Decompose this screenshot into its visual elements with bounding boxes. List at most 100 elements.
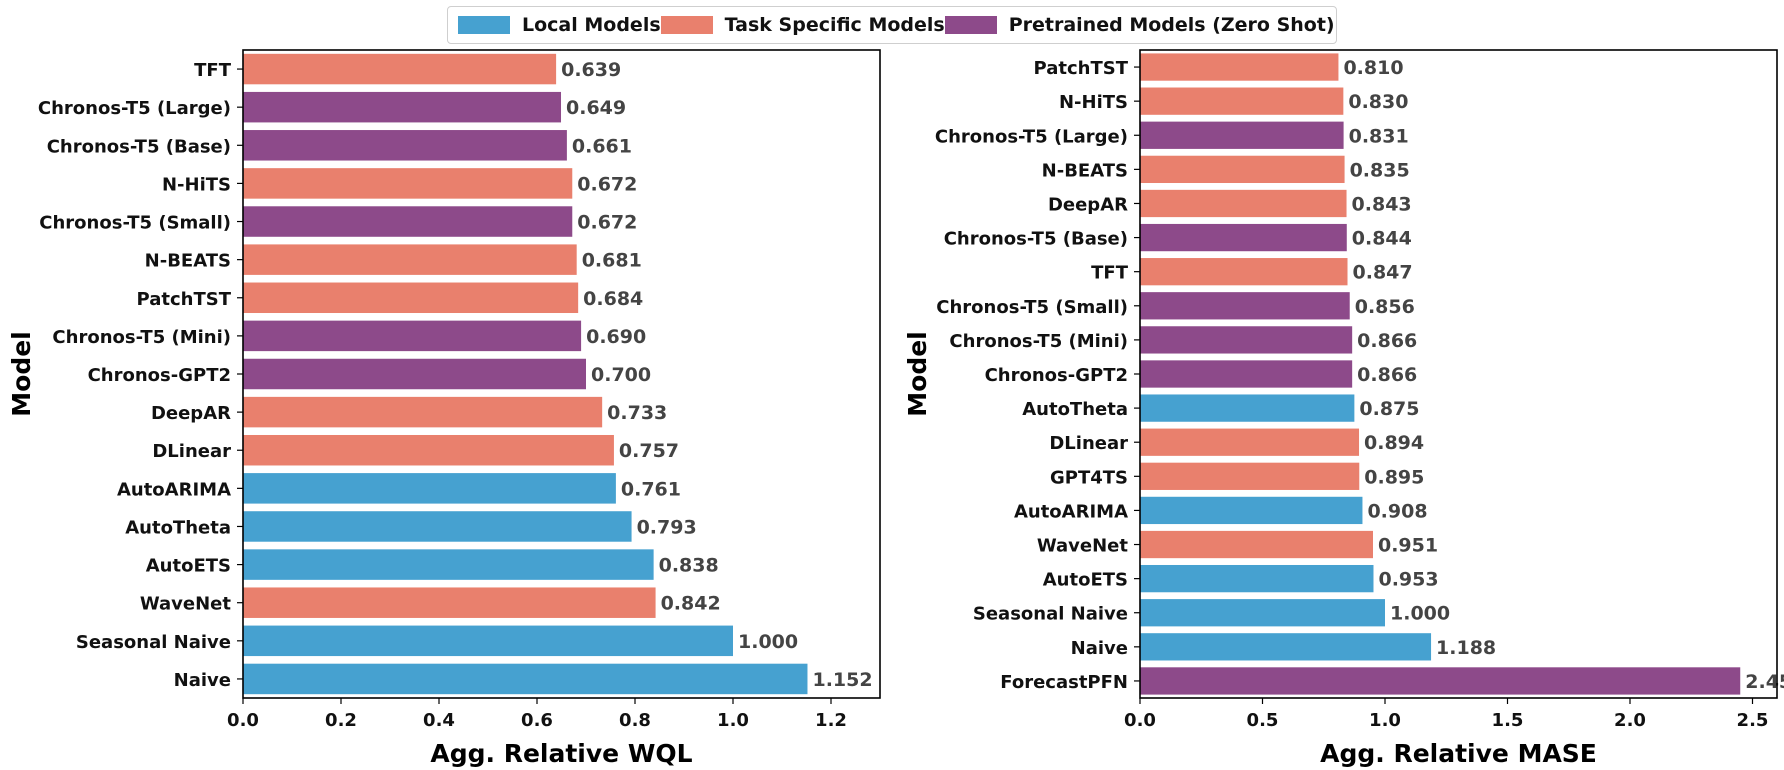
panel-1-value-label: 0.757 [619,440,679,462]
panel-2-bar-chronos-t5-small [1140,292,1350,320]
panel-2-bar-n-beats [1140,155,1345,184]
panel-1-value-label: 0.842 [661,593,721,615]
panel-1-value-label: 0.733 [607,402,667,424]
panel-2-value-label: 0.830 [1348,91,1408,113]
panel-1-xtick-label: 1.0 [717,710,749,731]
panel-2-value-label: 0.866 [1357,330,1417,352]
panel-2-category-label: Chronos-T5 (Mini) [949,331,1128,352]
panel-2-category-label: Chronos-T5 (Base) [944,229,1128,250]
panel-1-category-label: DLinear [152,441,231,462]
panel-2-category-label: DeepAR [1048,194,1128,215]
panel-1-xtick-label: 0.4 [423,710,455,731]
panel-1-category-label: AutoARIMA [117,479,231,500]
panel-2-bar-naive [1140,633,1432,661]
chart-legend: Local Models Task Specific Models Pretra… [447,6,1337,44]
panel-1-category-label: N-BEATS [145,251,231,272]
panel-2-xtick-label: 0.0 [1124,710,1156,731]
panel-1-category-label: WaveNet [140,594,232,615]
panel-2-bar-autoets [1140,564,1374,593]
panel-1-value-label: 0.761 [621,478,681,500]
panel-1-bar-naive [243,663,808,695]
panel-2-value-label: 0.895 [1364,466,1424,488]
panel-2-bar-seasonal-naive [1140,599,1385,627]
panel-1-bar-chronos-t5-small [243,206,573,237]
panel-2-xtick-label: 1.0 [1369,710,1401,731]
panel-1-category-label: Naive [174,670,231,691]
panel-1-bar-n-beats [243,244,577,275]
panel-2-bar-patchtst [1140,53,1339,81]
panel-1-category-label: Chronos-T5 (Large) [38,98,231,119]
panel-2-bar-wavenet [1140,530,1373,559]
panel-1-bar-wavenet [243,587,656,618]
panel-2-bar-chronos-gpt2 [1140,360,1353,388]
panel-2-bar-gpt4ts [1140,462,1360,490]
panel-2-bar-chronos-t5-base [1140,223,1347,252]
panel-1-value-label: 0.672 [577,173,637,195]
panel-2-bar-dlinear [1140,428,1360,456]
panel-2-value-label: 2.450 [1745,671,1784,693]
panel-2-category-label: N-BEATS [1042,160,1128,181]
panel-1-value-label: 0.793 [637,516,697,538]
panel-2-value-label: 1.188 [1436,637,1496,659]
panel-1-bar-seasonal-naive [243,625,733,657]
panel-2-category-label: Chronos-T5 (Large) [935,126,1128,147]
panel-2-value-label: 0.847 [1353,262,1413,284]
panel-1-bar-autoets [243,549,654,580]
panel-1-value-label: 0.700 [591,364,651,386]
panel-2-bar-deepar [1140,189,1347,218]
panel-1-bar-tft [243,53,557,85]
panel-2-value-label: 0.810 [1343,57,1403,79]
panel-2-value-label: 1.000 [1390,603,1450,625]
panel-1-category-label: TFT [194,60,232,81]
panel-2-category-label: WaveNet [1037,536,1129,557]
panel-2-value-label: 0.866 [1357,364,1417,386]
panel-1-value-label: 0.672 [577,212,637,234]
panel-1-value-label: 1.152 [812,669,872,691]
panel-1-value-label: 0.681 [582,250,642,272]
panel-2-category-label: Naive [1071,638,1128,659]
panel-2-value-label: 0.953 [1378,569,1438,591]
panel-2-plot-frame [1139,49,1778,699]
panel-1-x-axis-label: Agg. Relative WQL [430,739,692,768]
panel-2-category-label: N-HiTS [1059,92,1128,113]
panel-1-category-label: N-HiTS [162,174,231,195]
panel-2-value-label: 0.908 [1367,500,1427,522]
panel-1-y-axis-label: Model [7,331,36,416]
legend-label-task-specific-models: Task Specific Models [724,14,945,36]
panel-2-category-label: Chronos-GPT2 [985,365,1128,386]
panel-2-bar-tft [1140,258,1348,286]
panel-2-category-label: AutoARIMA [1014,501,1128,522]
panel-1-bar-chronos-gpt2 [243,358,586,390]
panel-1-xtick-label: 1.2 [815,710,847,731]
legend-label-pretrained-models: Pretrained Models (Zero Shot) [1008,14,1335,36]
legend-swatch-local-models [458,16,510,34]
legend-item-task-specific-models: Task Specific Models [660,14,945,36]
panel-1-xtick-label: 0.0 [227,710,259,731]
panel-1-category-label: Chronos-T5 (Mini) [52,327,231,348]
panel-1-value-label: 0.649 [566,97,626,119]
legend-swatch-task-specific-models [660,16,713,34]
panel-1-category-label: AutoETS [146,556,231,577]
panel-2-value-label: 0.835 [1350,159,1410,181]
panel-1-category-label: Chronos-GPT2 [88,365,231,386]
panel-2-category-label: TFT [1091,263,1129,284]
panel-2-value-label: 0.875 [1359,398,1419,420]
panel-1-value-label: 0.684 [583,288,643,310]
panel-1-bar-chronos-t5-mini [243,320,582,352]
panel-1-bar-autotheta [243,511,632,542]
panel-2-category-label: Seasonal Naive [973,604,1128,625]
panel-1-value-label: 0.639 [561,59,621,81]
panel-1-category-label: AutoTheta [125,517,231,538]
panel-1-category-label: Seasonal Naive [76,632,231,653]
panel-1-bar-dlinear [243,434,614,466]
panel-1-bar-chronos-t5-large [243,91,562,123]
panel-1-bar-autoarima [243,473,616,504]
panel-1-xtick-label: 0.8 [619,710,651,731]
panel-1-category-label: Chronos-T5 (Base) [47,136,231,157]
panel-2-value-label: 0.894 [1364,432,1424,454]
panel-2-bar-forecastpfn [1140,667,1741,695]
panel-1-bar-patchtst [243,282,579,314]
panel-2-bar-autoarima [1140,496,1363,525]
panel-1-value-label: 1.000 [738,631,798,653]
